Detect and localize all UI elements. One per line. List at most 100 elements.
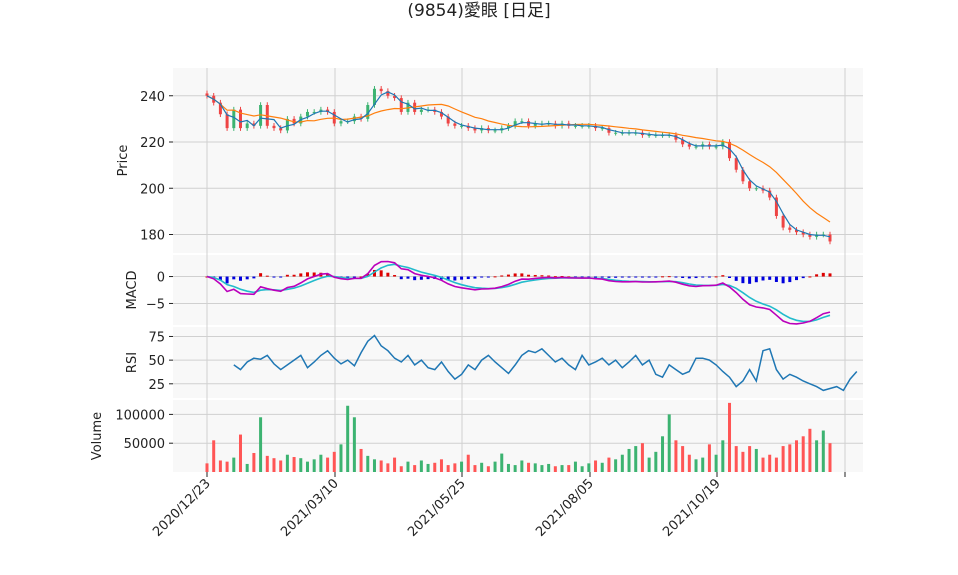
- macd-histogram-bar: [466, 276, 470, 280]
- volume-bar: [547, 463, 551, 472]
- macd-histogram-bar: [580, 276, 584, 278]
- macd-histogram-bar: [553, 276, 557, 278]
- volume-bar: [607, 457, 611, 472]
- candle-body: [379, 88, 383, 92]
- volume-bar: [640, 443, 644, 472]
- candle-body: [527, 121, 531, 126]
- macd-histogram-bar: [607, 276, 611, 278]
- volume-bar: [252, 452, 256, 472]
- candle-body: [225, 114, 229, 129]
- candle-body: [513, 121, 517, 126]
- macd-histogram-bar: [761, 276, 765, 281]
- macd-histogram-bar: [527, 274, 531, 277]
- candle-body: [728, 142, 732, 159]
- candle-body: [828, 234, 832, 242]
- volume-bar: [245, 463, 249, 472]
- macd-histogram-bar: [393, 275, 397, 277]
- candle-body: [419, 109, 423, 112]
- candle-body: [734, 158, 738, 170]
- x-tick-label: 2020/12/23: [150, 476, 214, 540]
- volume-bar: [460, 461, 464, 472]
- candle-body: [788, 227, 792, 230]
- macd-histogram-bar: [326, 273, 330, 277]
- candle-body: [279, 128, 283, 131]
- candle-body: [339, 121, 343, 124]
- volume-bar: [359, 448, 363, 472]
- volume-bar: [614, 459, 618, 472]
- volume-bar: [439, 459, 443, 472]
- candle-body: [674, 135, 678, 140]
- volume-bar: [828, 443, 832, 472]
- volume-bar: [580, 466, 584, 472]
- candle-body: [714, 146, 718, 148]
- volume-bar: [513, 465, 517, 472]
- volume-bar: [506, 463, 510, 472]
- macd-histogram-bar: [493, 276, 497, 278]
- volume-bar: [379, 460, 383, 472]
- candle-body: [232, 109, 236, 129]
- volume-bar: [372, 459, 376, 472]
- volume-bar: [600, 462, 604, 472]
- macd-histogram-bar: [352, 276, 356, 278]
- chart-title: (9854)愛眼 [日足]: [407, 1, 550, 21]
- candle-body: [473, 128, 477, 131]
- macd-histogram-bar: [728, 276, 732, 279]
- y-tick-label: 50000: [124, 437, 165, 452]
- macd-histogram-bar: [533, 274, 537, 277]
- candle-body: [600, 128, 604, 130]
- candle-body: [614, 132, 618, 134]
- macd-histogram-bar: [667, 276, 671, 278]
- macd-histogram-bar: [768, 276, 772, 280]
- macd-histogram-bar: [225, 276, 229, 284]
- candle-body: [573, 125, 577, 127]
- macd-histogram-bar: [741, 276, 745, 284]
- macd-histogram-bar: [774, 276, 778, 282]
- candle-body: [366, 105, 370, 119]
- macd-histogram-bar: [473, 276, 477, 279]
- volume-bar: [728, 402, 732, 472]
- macd-histogram-bar: [426, 276, 430, 280]
- macd-histogram-bar: [399, 276, 403, 280]
- macd-histogram-bar: [446, 276, 450, 281]
- macd-histogram-bar: [573, 276, 577, 278]
- volume-bar: [500, 453, 504, 472]
- candle-body: [386, 91, 390, 96]
- volume-bar: [486, 466, 490, 472]
- x-tick-label: 2021/05/25: [405, 476, 469, 540]
- volume-bar: [667, 414, 671, 472]
- macd-histogram-bar: [627, 276, 631, 278]
- macd-histogram-bar: [285, 274, 289, 277]
- volume-bar: [573, 461, 577, 472]
- macd-histogram-bar: [781, 276, 785, 284]
- macd-histogram-bar: [252, 276, 256, 279]
- macd-histogram-bar: [460, 276, 464, 280]
- candle-body: [687, 144, 691, 147]
- macd-histogram-bar: [453, 276, 457, 281]
- candle-body: [768, 190, 772, 198]
- macd-histogram-bar: [245, 276, 249, 280]
- volume-bar: [781, 446, 785, 472]
- candle-body: [439, 111, 443, 117]
- candle-body: [245, 123, 249, 129]
- macd-histogram-bar: [687, 276, 691, 279]
- volume-bar: [299, 458, 303, 472]
- candle-body: [721, 142, 725, 147]
- volume-bar: [393, 457, 397, 472]
- volume-bar: [687, 454, 691, 472]
- macd-histogram-bar: [661, 276, 665, 278]
- candle-body: [218, 102, 222, 115]
- candle-body: [238, 109, 242, 129]
- candle-body: [352, 116, 356, 122]
- macd-histogram-bar: [795, 276, 799, 281]
- volume-bar: [305, 461, 309, 472]
- candle-body: [393, 95, 397, 99]
- volume-bar: [339, 444, 343, 472]
- y-tick-label: 75: [148, 330, 165, 345]
- volume-bar: [527, 462, 531, 472]
- macd-histogram-bar: [567, 276, 571, 278]
- macd-histogram-bar: [587, 276, 591, 278]
- volume-bar: [292, 457, 296, 472]
- y-tick-label: 50: [148, 354, 165, 369]
- y-tick-label: 0: [157, 271, 165, 286]
